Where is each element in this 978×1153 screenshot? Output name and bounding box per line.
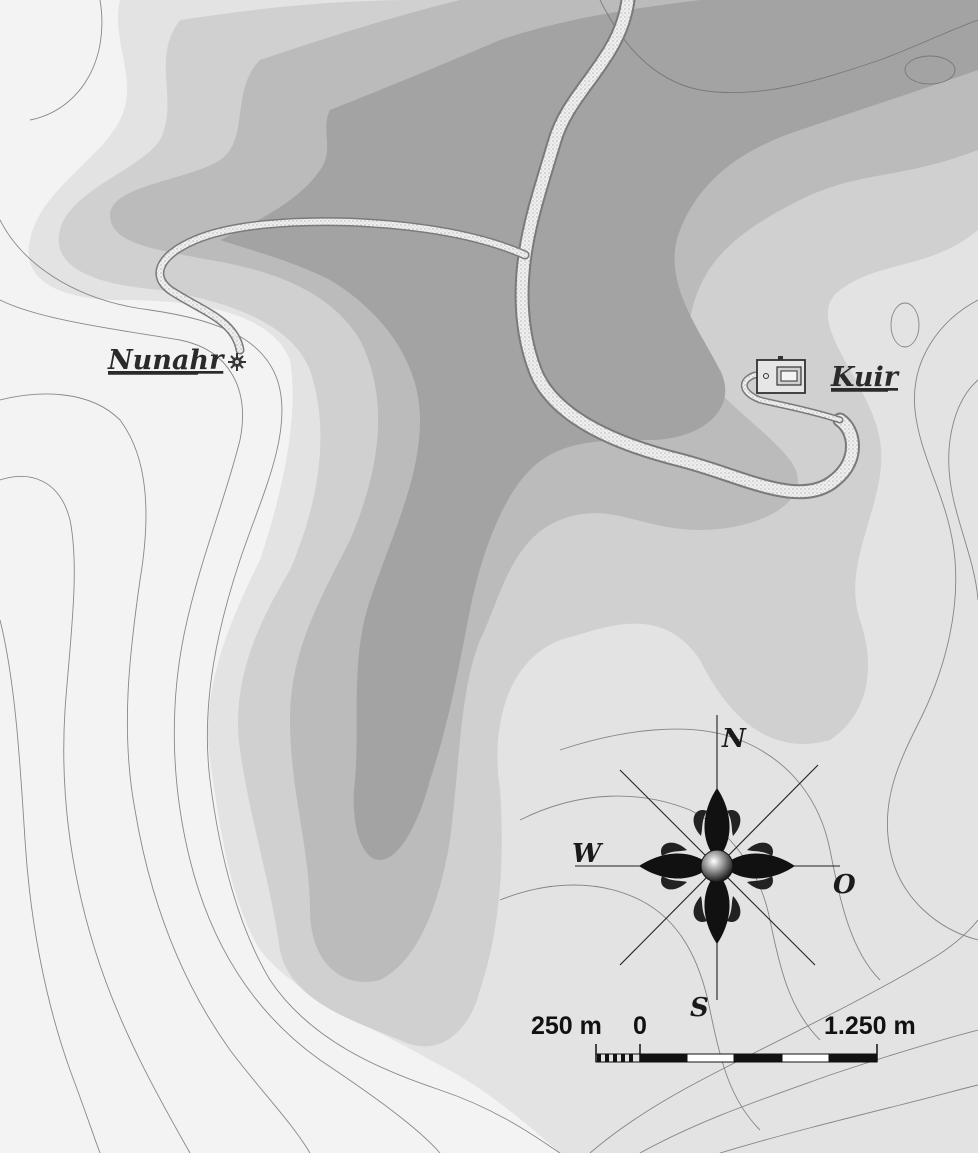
contour-line bbox=[0, 299, 441, 1153]
scale-left-label: 250 m bbox=[531, 1012, 602, 1040]
contour-line bbox=[559, 728, 881, 981]
sun-star-icon bbox=[228, 353, 246, 371]
building-plan-icon bbox=[756, 356, 806, 394]
contour-line bbox=[0, 619, 101, 1153]
nunahr-label: Nunahr bbox=[107, 345, 225, 376]
compass-flourish-icon bbox=[639, 788, 795, 944]
contour-ring bbox=[890, 302, 920, 348]
compass-rose: N W O S bbox=[572, 715, 856, 1023]
contour-line bbox=[948, 379, 978, 601]
compass-north-label: N bbox=[721, 724, 747, 754]
contour-line bbox=[886, 299, 978, 941]
contour-line bbox=[589, 919, 978, 1153]
scale-zero-label: 0 bbox=[633, 1012, 647, 1040]
contour-line bbox=[0, 219, 561, 1153]
contour-line bbox=[599, 0, 978, 94]
scale-right-label: 1.250 m bbox=[824, 1012, 916, 1040]
scale-segments-main bbox=[639, 1053, 878, 1063]
compass-east-label: O bbox=[833, 870, 856, 900]
road-network bbox=[155, 0, 860, 500]
contour-line bbox=[499, 884, 761, 1131]
contour-line bbox=[719, 1084, 978, 1153]
contour-line bbox=[519, 795, 821, 1041]
contour-line bbox=[29, 0, 103, 121]
contour-ring bbox=[904, 55, 956, 85]
contour-line bbox=[0, 393, 311, 1153]
compass-south-label: S bbox=[690, 993, 709, 1023]
scale-bar: 250 m 0 1.250 m bbox=[531, 1012, 916, 1063]
contour-line bbox=[639, 1029, 978, 1153]
place-nunahr[interactable]: Nunahr bbox=[107, 345, 246, 376]
contour-line bbox=[0, 476, 191, 1153]
compass-west-label: W bbox=[572, 839, 604, 869]
place-kuir[interactable]: Kuir bbox=[756, 356, 900, 394]
kuir-label: Kuir bbox=[830, 362, 900, 393]
